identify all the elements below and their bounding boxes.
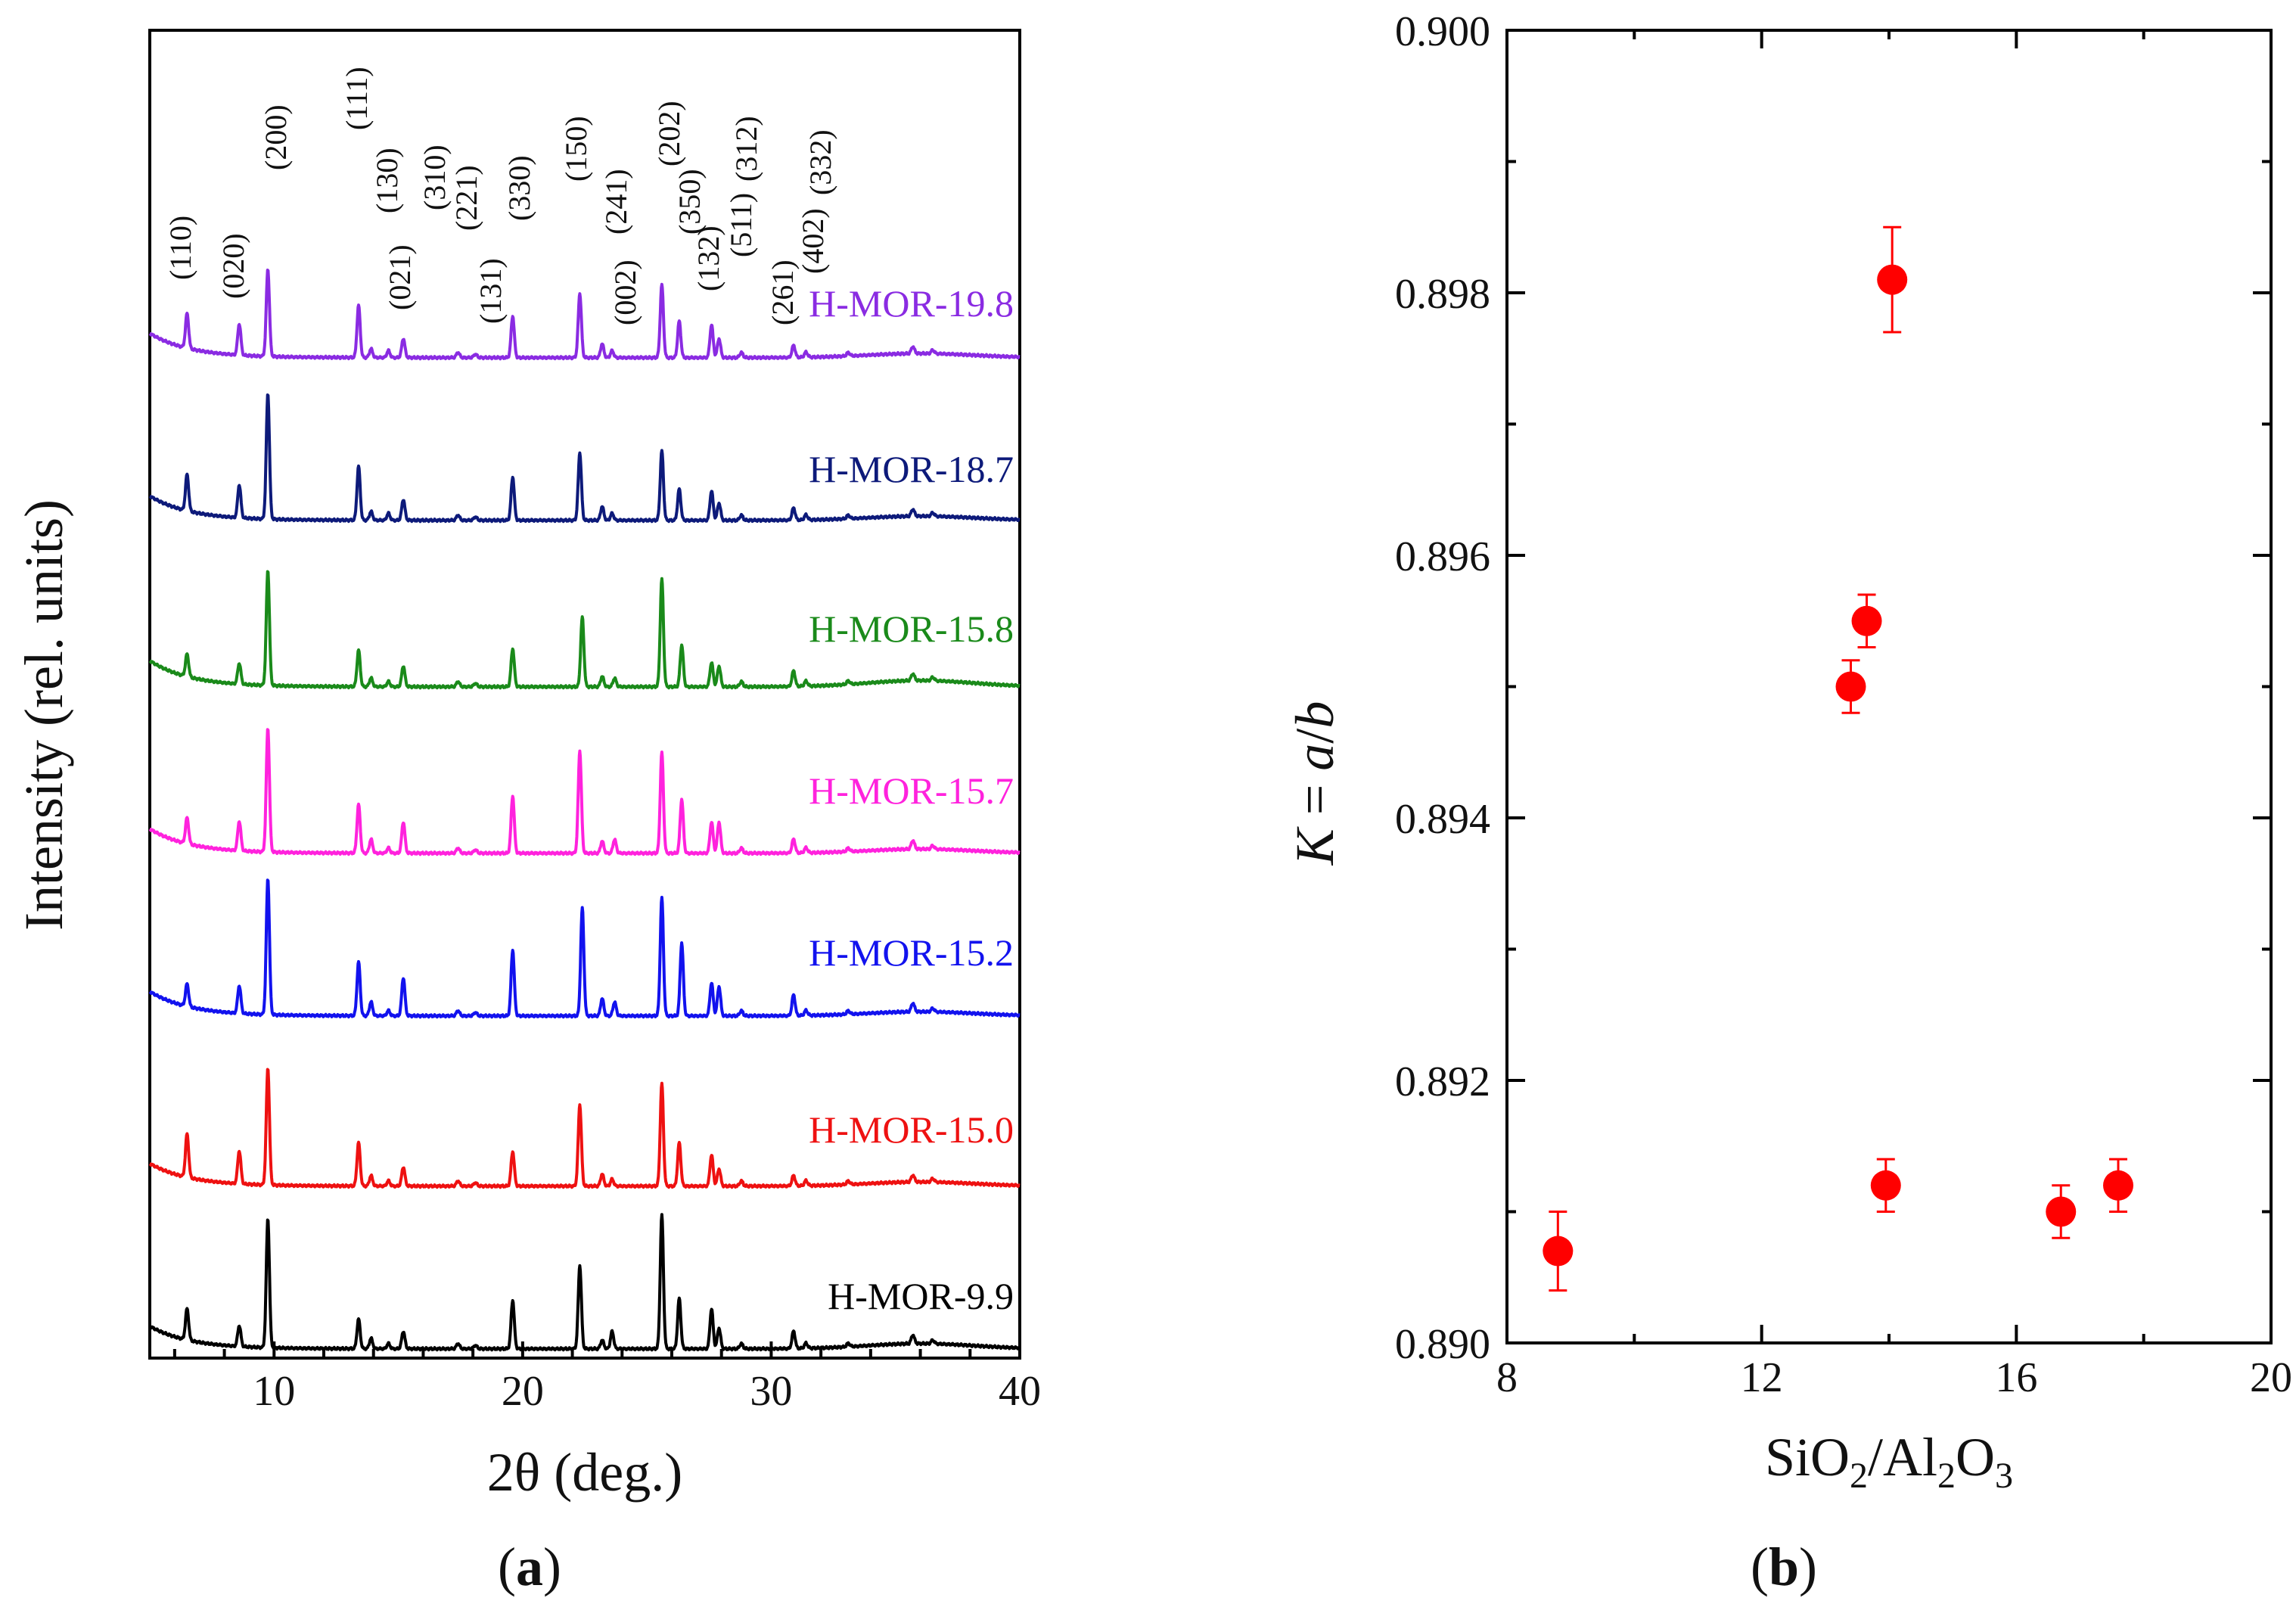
hkl-annotation: (020) xyxy=(216,233,250,299)
x-tick-label: 12 xyxy=(1741,1354,1783,1401)
hkl-annotation: (131) xyxy=(474,258,508,324)
scatter-marker xyxy=(2103,1170,2133,1201)
y-label-eq: = xyxy=(1285,771,1345,829)
data-point xyxy=(2046,1184,2077,1239)
hkl-annotation: (310) xyxy=(418,145,452,210)
hkl-annotation: (241) xyxy=(599,169,633,235)
data-point xyxy=(1835,659,1866,714)
series-label: H-MOR-15.0 xyxy=(809,1108,1014,1151)
series-label: H-MOR-15.2 xyxy=(809,931,1014,974)
scatter-marker xyxy=(1835,671,1866,702)
hkl-annotation: (111) xyxy=(340,67,374,130)
x-tick-label: 20 xyxy=(2250,1354,2292,1401)
hkl-annotation: (330) xyxy=(502,155,536,221)
hkl-annotation: (261) xyxy=(766,260,800,325)
panel-a-y-axis-label: Intensity (rel. units) xyxy=(14,499,74,931)
panel-a-hkl-annotations: (110) (020) (200) (111) (130) (021)(310)(221)… xyxy=(163,67,837,325)
scatter-marker xyxy=(2046,1196,2077,1227)
series-trace-h-mor-9.9 xyxy=(148,1213,1021,1352)
series-label: H-MOR-15.8 xyxy=(809,608,1014,650)
data-point xyxy=(2103,1158,2133,1213)
x-tick-label: 16 xyxy=(1995,1354,2037,1401)
series-trace-h-mor-15.7 xyxy=(148,728,1021,856)
scatter-marker xyxy=(1877,264,1908,295)
y-tick-label: 0.892 xyxy=(1395,1058,1490,1105)
panel-b-data-points xyxy=(1543,225,2133,1292)
hkl-annotation: (132) xyxy=(691,225,725,291)
series-trace-h-mor-15.0 xyxy=(148,1068,1021,1189)
panel-a-traces xyxy=(148,269,1021,1352)
x-tick-label: 30 xyxy=(750,1368,792,1415)
panel-a: H-MOR-19.8 H-MOR-18.7 H-MOR-15.8 H-MOR-15.7… xyxy=(14,29,1041,1597)
scatter-marker xyxy=(1870,1170,1901,1201)
y-tick-label: 0.900 xyxy=(1395,8,1490,55)
panel-a-plot-frame xyxy=(148,29,1021,1360)
x-tick-label: 10 xyxy=(253,1368,295,1415)
x-tick-label: 40 xyxy=(999,1368,1041,1415)
panel-b-y-axis-label: K = a/b xyxy=(1285,701,1345,866)
hkl-annotation: (312) xyxy=(729,116,763,182)
hkl-annotation: (350) xyxy=(673,169,707,235)
scatter-marker xyxy=(1543,1236,1574,1267)
hkl-annotation: (200) xyxy=(259,104,293,170)
series-trace-h-mor-15.8 xyxy=(148,570,1021,690)
x-tick-label: 8 xyxy=(1496,1354,1518,1401)
hkl-annotation: (332) xyxy=(803,129,837,195)
panel-b-caption: (b) xyxy=(1751,1537,1817,1597)
hkl-annotation: (402) xyxy=(796,208,830,274)
panel-b: 0.890 0.892 0.894 0.896 0.898 0.900 8 12 16 20 K… xyxy=(1285,8,2292,1597)
panel-a-x-axis-label: 2θ (deg.) xyxy=(487,1442,682,1503)
series-trace-h-mor-15.2 xyxy=(148,878,1021,1019)
panel-a-caption: (a) xyxy=(498,1537,561,1597)
hkl-annotation: (221) xyxy=(449,165,483,231)
y-tick-label: 0.894 xyxy=(1395,796,1490,843)
series-label: H-MOR-19.8 xyxy=(809,282,1014,325)
hkl-annotation: (002) xyxy=(608,260,642,325)
scatter-marker xyxy=(1851,605,1882,636)
panel-b-caption-letter: b xyxy=(1769,1537,1799,1597)
hkl-annotation: (202) xyxy=(652,101,686,166)
data-point xyxy=(1851,593,1882,648)
panel-a-x-ticks: 10 20 30 40 xyxy=(172,1341,1041,1415)
series-trace-h-mor-18.7 xyxy=(148,393,1021,524)
panel-b-x-axis-label: SiO2/Al2O3 xyxy=(1765,1427,2013,1496)
y-tick-label: 0.890 xyxy=(1395,1321,1490,1368)
data-point xyxy=(1877,225,1908,334)
hkl-annotation: (511) xyxy=(724,193,758,257)
x-tick-label: 20 xyxy=(502,1368,544,1415)
y-tick-label: 0.896 xyxy=(1395,533,1490,580)
hkl-annotation: (110) xyxy=(163,216,197,280)
series-label: H-MOR-15.7 xyxy=(809,769,1014,812)
hkl-annotation: (130) xyxy=(370,148,404,213)
hkl-annotation: (021) xyxy=(383,244,417,310)
y-label-k: K xyxy=(1285,825,1345,866)
panel-a-caption-letter: a xyxy=(516,1537,543,1597)
panel-b-x-ticks: 8 12 16 20 xyxy=(1496,30,2292,1401)
panel-b-y-ticks: 0.890 0.892 0.894 0.896 0.898 0.900 xyxy=(1395,8,2271,1368)
data-point xyxy=(1543,1211,1574,1292)
series-label: H-MOR-18.7 xyxy=(809,448,1014,490)
data-point xyxy=(1870,1158,1901,1213)
y-label-slash: / xyxy=(1285,729,1345,744)
hkl-annotation: (150) xyxy=(559,116,593,182)
series-label: H-MOR-9.9 xyxy=(828,1275,1014,1317)
y-label-b: b xyxy=(1285,701,1345,729)
y-label-a: a xyxy=(1285,744,1345,771)
panel-a-series-labels: H-MOR-19.8 H-MOR-18.7 H-MOR-15.8 H-MOR-15.7… xyxy=(809,282,1014,1317)
y-tick-label: 0.898 xyxy=(1395,271,1490,318)
series-trace-h-mor-19.8 xyxy=(148,269,1021,361)
